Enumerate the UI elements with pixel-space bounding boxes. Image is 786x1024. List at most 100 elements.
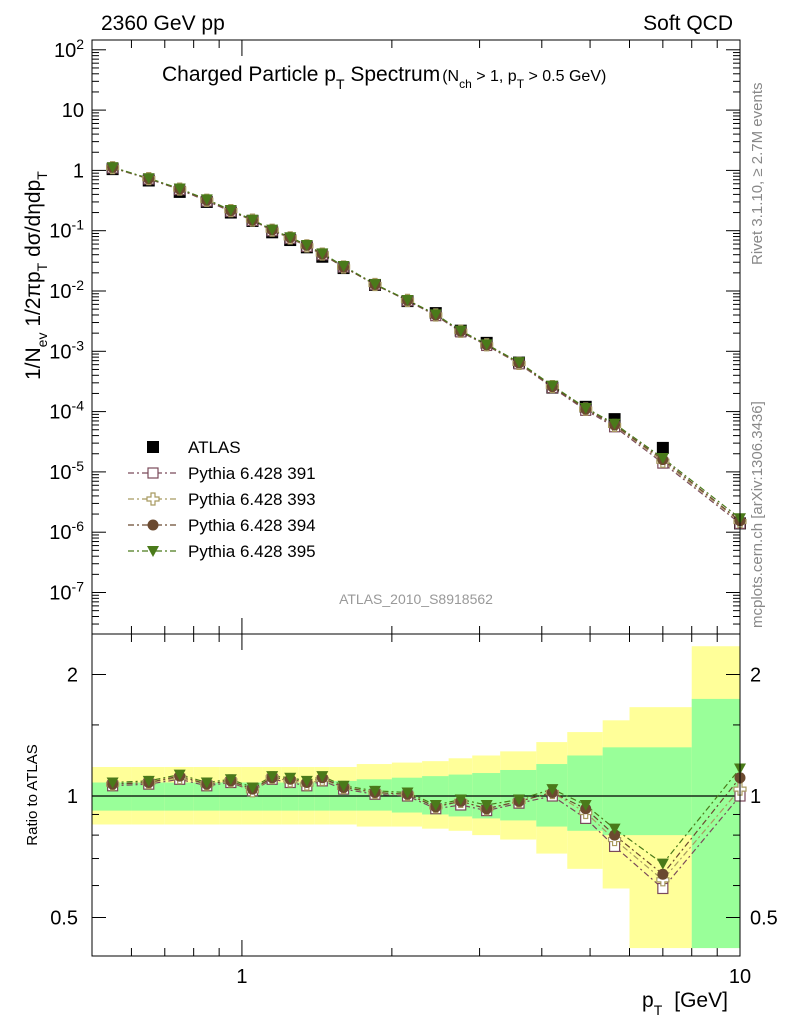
data-point-p395 bbox=[369, 279, 382, 291]
data-point-p395 bbox=[106, 162, 119, 174]
band-green bbox=[691, 698, 740, 949]
ratio-point-p395 bbox=[579, 799, 592, 811]
legend-label-atlas: ATLAS bbox=[188, 438, 241, 457]
y-tick-label: 10-6 bbox=[49, 518, 84, 544]
y-tick-label: 10 bbox=[62, 100, 84, 122]
data-point-p395 bbox=[546, 380, 559, 392]
ratio-point-p395 bbox=[513, 794, 526, 806]
ratio-point-p395 bbox=[266, 771, 279, 783]
y-tick-label: 10-7 bbox=[49, 579, 84, 605]
legend-marker-p391 bbox=[147, 467, 159, 479]
y-tick-label: 10-5 bbox=[49, 458, 84, 484]
main-plot-area: 102 10 1 10-1 10-2 10-3 10-4 10-5 10-6 10-7 bbox=[49, 36, 747, 634]
x-tick-label: 10 bbox=[729, 966, 751, 988]
x-axis-label: pT [GeV] bbox=[642, 989, 728, 1018]
data-point-p395 bbox=[224, 205, 237, 217]
xlabel-unit: [GeV] bbox=[674, 989, 728, 1012]
data-point-p395 bbox=[246, 214, 259, 226]
y-tick-label: 10-4 bbox=[49, 398, 84, 424]
ratio-point-p395 bbox=[337, 780, 350, 792]
xlabel-main: p bbox=[642, 989, 654, 1012]
data-point-p395 bbox=[656, 453, 669, 465]
main-ylabel: 1/Nev 1/2πpT dσ/dηdpT bbox=[22, 171, 50, 380]
legend-marker-atlas bbox=[147, 441, 159, 453]
ratio-point-p394 bbox=[657, 868, 669, 880]
ratio-point-p394 bbox=[609, 829, 621, 841]
ratio-point-p395 bbox=[224, 774, 237, 786]
ratio-point-p395 bbox=[106, 777, 119, 789]
ratio-point-p395 bbox=[656, 858, 669, 870]
rivet-label: Rivet 3.1.10, ≥ 2.7M events bbox=[749, 83, 766, 266]
data-point-p395 bbox=[300, 239, 313, 251]
data-point-p395 bbox=[454, 325, 467, 337]
ratio-point-p395 bbox=[480, 799, 493, 811]
ratio-y-tick-label-right: 2 bbox=[750, 665, 761, 687]
data-point-p395 bbox=[337, 260, 350, 272]
data-point-p395 bbox=[266, 224, 279, 236]
y-tick-label: 10-1 bbox=[49, 217, 84, 243]
data-point-p395 bbox=[200, 194, 213, 206]
y-tick-label: 1 bbox=[73, 160, 84, 182]
band-green bbox=[602, 747, 630, 836]
ratio-line-p395 bbox=[112, 768, 741, 865]
title-cond-sub1: ch bbox=[459, 77, 472, 91]
ratio-point-p395 bbox=[608, 823, 621, 835]
ratio-line-p391 bbox=[112, 778, 741, 890]
data-point-p395 bbox=[173, 183, 186, 195]
ratio-y-tick-label: 0.5 bbox=[50, 908, 78, 930]
chart-title: Charged Particle pT Spectrum (Nch > 1, pT… bbox=[162, 63, 606, 92]
ratio-point-p395 bbox=[284, 772, 297, 784]
analysis-id: ATLAS_2010_S8918562 bbox=[339, 591, 493, 607]
ratio-y-tick-label: 1 bbox=[67, 786, 78, 808]
ratio-point-p395 bbox=[454, 794, 467, 806]
svg-text:1/Nev 1/2πpT dσ/dηdpT: 1/Nev 1/2πpT dσ/dηdpT bbox=[22, 171, 50, 380]
series-line-p395 bbox=[112, 166, 741, 519]
legend-marker-p395 bbox=[147, 546, 159, 557]
band-green bbox=[629, 747, 692, 836]
ratio-point-p395 bbox=[546, 784, 559, 796]
y-tick-label: 10-3 bbox=[49, 337, 84, 363]
data-point-p395 bbox=[480, 339, 493, 351]
data-point-p395 bbox=[513, 357, 526, 369]
data-point-p395 bbox=[401, 294, 414, 306]
header-energy-label: 2360 GeV pp bbox=[101, 12, 225, 35]
ratio-y-tick-label-right: 1 bbox=[750, 786, 761, 808]
x-tick-label: 1 bbox=[236, 966, 247, 988]
ratio-point-p395 bbox=[173, 769, 186, 781]
title-main2: Spectrum bbox=[345, 63, 441, 86]
data-point-p395 bbox=[284, 232, 297, 244]
legend-marker-p394 bbox=[147, 519, 159, 531]
title-cond3: > 0.5 GeV) bbox=[524, 68, 606, 85]
title-cond-sub2: T bbox=[517, 77, 525, 91]
legend: ATLAS Pythia 6.428 391 Pythia 6.428 393 Pyt… bbox=[128, 438, 316, 561]
data-point-p395 bbox=[608, 418, 621, 430]
data-point-p395 bbox=[142, 173, 155, 185]
xlabel-sub: T bbox=[654, 1002, 663, 1018]
legend-label-p394: Pythia 6.428 394 bbox=[188, 516, 316, 535]
legend-label-p395: Pythia 6.428 395 bbox=[188, 542, 316, 561]
series-line-p394 bbox=[112, 166, 741, 522]
title-cond: (N bbox=[442, 68, 459, 85]
ratio-point-p395 bbox=[401, 787, 414, 799]
ratio-line-p394 bbox=[112, 775, 741, 876]
header-process-label: Soft QCD bbox=[643, 12, 733, 35]
ratio-point-p395 bbox=[369, 785, 382, 797]
y-tick-label: 10-2 bbox=[49, 277, 84, 303]
legend-label-p391: Pythia 6.428 391 bbox=[188, 464, 316, 483]
legend-marker-p393 bbox=[146, 492, 160, 506]
mcplots-label: mcplots.cern.ch [arXiv:1306.3436] bbox=[749, 401, 766, 628]
title-cond2: > 1, p bbox=[472, 68, 517, 85]
main-panel: 102 10 1 10-1 10-2 10-3 10-4 10-5 10-6 10-7 Charg… bbox=[22, 36, 747, 635]
data-point-p395 bbox=[316, 248, 329, 260]
data-point-p395 bbox=[579, 402, 592, 414]
ratio-point-p395 bbox=[246, 782, 259, 794]
ratio-point-p395 bbox=[142, 775, 155, 787]
ratio-ylabel: Ratio to ATLAS bbox=[24, 744, 41, 845]
data-point-p395 bbox=[429, 309, 442, 321]
ratio-panel: 1 10 2 1 0.5 2 1 0.5 Ratio to ATLAS bbox=[24, 633, 778, 988]
ratio-panel-frame bbox=[91, 633, 741, 957]
title-main: Charged Particle p bbox=[162, 63, 336, 86]
legend-label-p393: Pythia 6.428 393 bbox=[188, 490, 316, 509]
ratio-y-tick-label: 2 bbox=[67, 665, 78, 687]
